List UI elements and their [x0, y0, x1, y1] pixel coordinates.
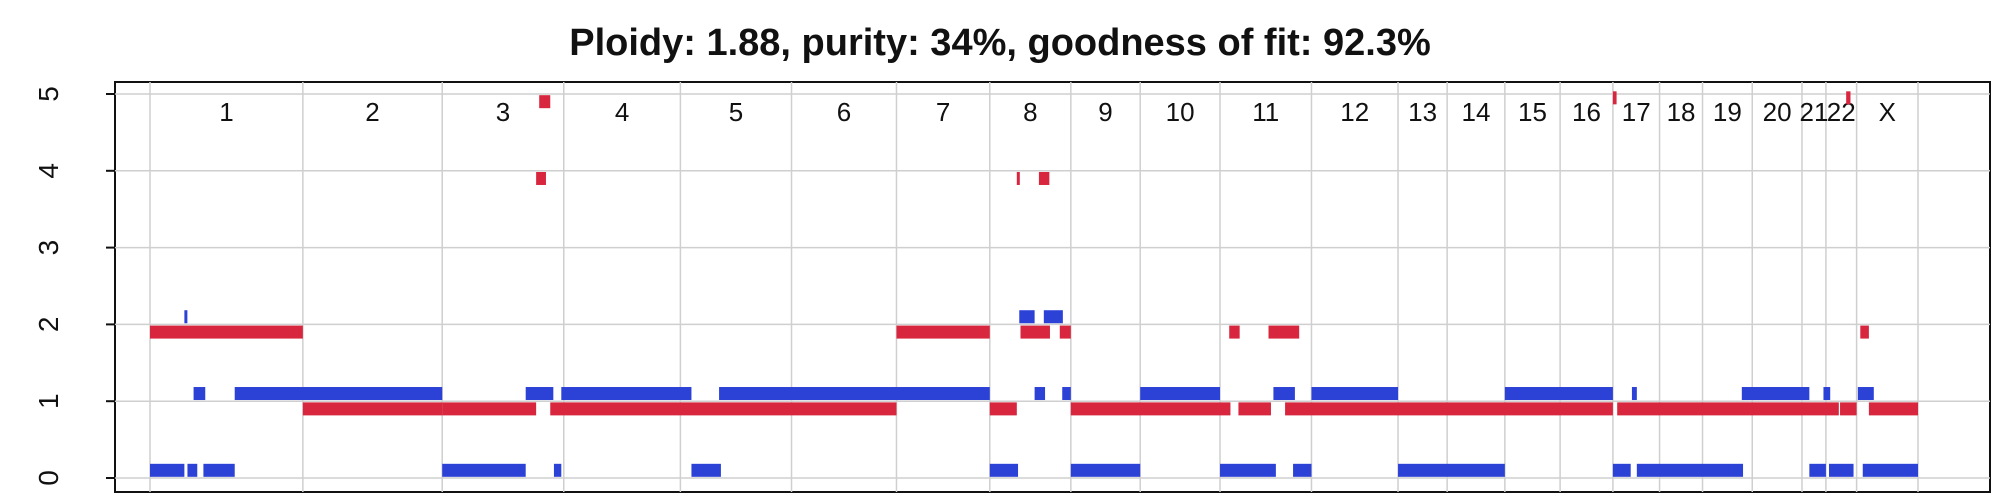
- y-tick-label: 2: [33, 317, 64, 333]
- major-allele-segment: [1059, 325, 1071, 339]
- minor-allele-segment: [1070, 463, 1141, 477]
- major-allele-segment: [896, 325, 990, 339]
- chromosome-label: 21: [1799, 97, 1828, 127]
- major-allele-segment: [1840, 402, 1857, 416]
- minor-allele-segment: [1273, 387, 1295, 401]
- minor-allele-segment: [719, 387, 990, 401]
- major-allele-segment: [1038, 171, 1050, 185]
- chromosome-label: 18: [1667, 97, 1696, 127]
- chromosome-label: 13: [1408, 97, 1437, 127]
- minor-allele-segment: [1220, 463, 1276, 477]
- chromosome-label: 3: [496, 97, 510, 127]
- chromosome-label: 22: [1827, 97, 1856, 127]
- major-allele-segment: [442, 402, 537, 416]
- minor-allele-segment: [1398, 463, 1505, 477]
- minor-allele-segment: [1741, 387, 1810, 401]
- minor-allele-segment: [1828, 463, 1854, 477]
- minor-allele-segment: [1311, 387, 1399, 401]
- chromosome-label: 5: [729, 97, 743, 127]
- minor-allele-segment: [1293, 463, 1312, 477]
- minor-allele-segment: [1043, 310, 1063, 324]
- major-allele-segment: [1020, 325, 1050, 339]
- chromosome-label: 19: [1713, 97, 1742, 127]
- major-allele-segment: [150, 325, 303, 339]
- chromosome-label: 8: [1023, 97, 1037, 127]
- major-allele-segment: [550, 402, 897, 416]
- major-allele-segment: [1070, 402, 1231, 416]
- chromosome-label: 11: [1252, 97, 1279, 127]
- y-tick-label: 1: [33, 393, 64, 409]
- chromosome-label: 20: [1763, 97, 1792, 127]
- major-allele-segment: [302, 402, 443, 416]
- major-allele-segment: [1846, 91, 1851, 105]
- minor-allele-segment: [989, 463, 1019, 477]
- minor-allele-segment: [1504, 387, 1613, 401]
- major-allele-segment: [1016, 171, 1020, 185]
- chromosome-label: 1: [219, 97, 233, 127]
- y-tick-label: 4: [33, 163, 64, 179]
- major-allele-segment: [1868, 402, 1918, 416]
- major-allele-segment: [1617, 402, 1839, 416]
- minor-allele-segment: [1019, 310, 1035, 324]
- minor-allele-segment: [1857, 387, 1874, 401]
- minor-allele-segment: [1034, 387, 1046, 401]
- major-allele-segment: [1268, 325, 1300, 339]
- chromosome-label: 4: [615, 97, 629, 127]
- minor-allele-segment: [1636, 463, 1744, 477]
- y-axis: 0 1 2 3 4 5: [33, 86, 115, 486]
- y-tick-label: 3: [33, 240, 64, 256]
- chromosome-label: 14: [1462, 97, 1491, 127]
- major-allele-segment: [989, 402, 1017, 416]
- y-tick-label: 5: [33, 86, 64, 102]
- major-allele-segment: [536, 171, 546, 185]
- chromosome-label: 7: [936, 97, 950, 127]
- major-allele-segment: [1238, 402, 1271, 416]
- minor-allele-segment: [525, 387, 554, 401]
- chromosome-label: 12: [1340, 97, 1369, 127]
- minor-allele-segment: [187, 463, 198, 477]
- minor-allele-segments: [150, 310, 1918, 477]
- chromosome-label: 16: [1572, 97, 1601, 127]
- minor-allele-segment: [1823, 387, 1831, 401]
- gridlines: [115, 82, 1990, 492]
- minor-allele-segment: [1631, 387, 1637, 401]
- plot-area: [114, 81, 1991, 493]
- chromosome-label: 2: [365, 97, 379, 127]
- minor-allele-segment: [691, 463, 721, 477]
- major-allele-segment: [1229, 325, 1240, 339]
- chromosome-label: 6: [837, 97, 851, 127]
- chromosome-label: 17: [1622, 97, 1651, 127]
- major-allele-segments: [150, 91, 1918, 416]
- major-allele-segment: [1285, 402, 1613, 416]
- chromosome-label: X: [1879, 97, 1896, 127]
- major-allele-segment: [1612, 91, 1617, 105]
- minor-allele-segment: [1862, 463, 1918, 477]
- chart-title: Ploidy: 1.88, purity: 34%, goodness of f…: [569, 22, 1431, 64]
- minor-allele-segment: [1062, 387, 1071, 401]
- minor-allele-segment: [184, 310, 188, 324]
- minor-allele-segment: [203, 463, 235, 477]
- minor-allele-segment: [1612, 463, 1631, 477]
- minor-allele-segment: [193, 387, 206, 401]
- minor-allele-segment: [1809, 463, 1826, 477]
- minor-allele-segment: [1140, 387, 1221, 401]
- chromosome-label: 15: [1518, 97, 1547, 127]
- major-allele-segment: [539, 95, 551, 109]
- minor-allele-segment: [553, 463, 562, 477]
- minor-allele-segment: [234, 387, 443, 401]
- minor-allele-segment: [150, 463, 185, 477]
- minor-allele-segment: [561, 387, 692, 401]
- chromosome-label: 10: [1166, 97, 1195, 127]
- chromosome-label: 9: [1098, 97, 1112, 127]
- major-allele-segment: [1860, 325, 1869, 339]
- minor-allele-segment: [442, 463, 526, 477]
- y-tick-label: 0: [33, 470, 64, 486]
